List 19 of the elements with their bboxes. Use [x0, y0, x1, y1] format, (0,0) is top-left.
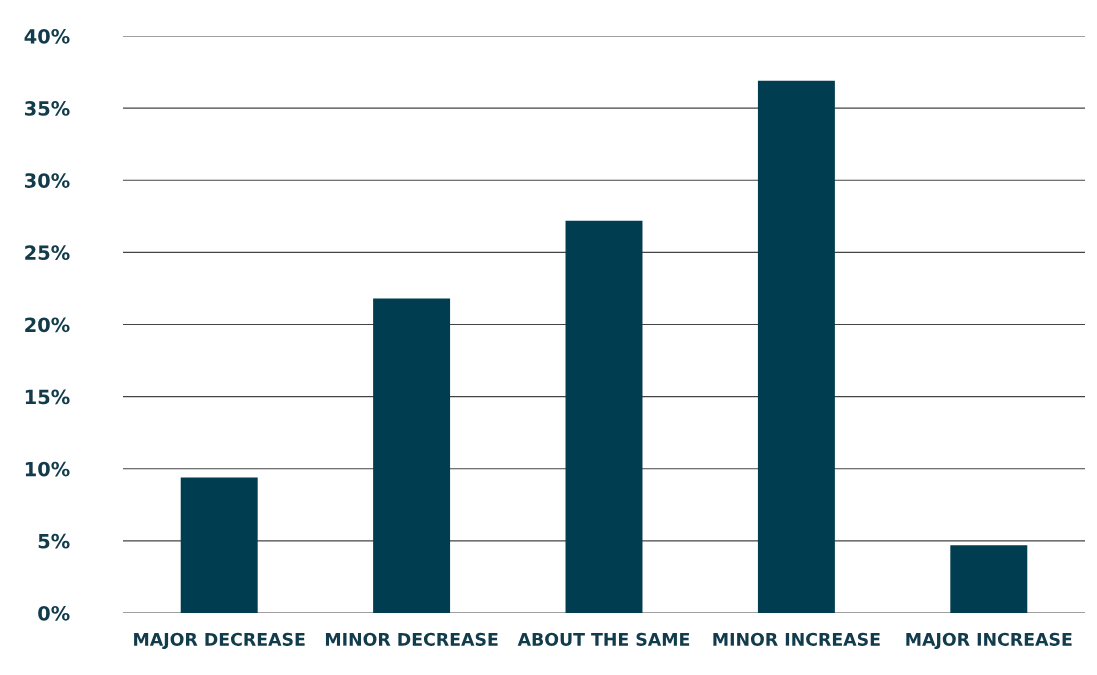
bar	[950, 545, 1028, 613]
y-tick-label: 20%	[25, 317, 70, 333]
y-tick-label: 35%	[24, 101, 70, 116]
x-tick-label: MAJOR INCREASE	[906, 632, 1072, 650]
y-tick-label: 5%	[38, 533, 70, 549]
y-tick-label: 40%	[24, 28, 70, 44]
y-tick-label: 30%	[24, 173, 70, 188]
bar	[757, 80, 835, 613]
bar	[180, 477, 258, 613]
y-tick-label: 0%	[38, 605, 70, 621]
x-tick-label: ABOUT THE SAME	[517, 632, 690, 646]
bar	[565, 220, 643, 613]
bar	[373, 298, 451, 613]
x-tick-label: MINOR INCREASE	[713, 632, 880, 646]
y-tick-label: 10%	[25, 461, 70, 477]
y-tick-label: 25%	[25, 245, 70, 261]
x-tick-label: MAJOR DECREASE	[134, 632, 305, 650]
y-tick-label: 15%	[25, 389, 70, 405]
x-tick-label: MINOR DECREASE	[325, 632, 498, 646]
